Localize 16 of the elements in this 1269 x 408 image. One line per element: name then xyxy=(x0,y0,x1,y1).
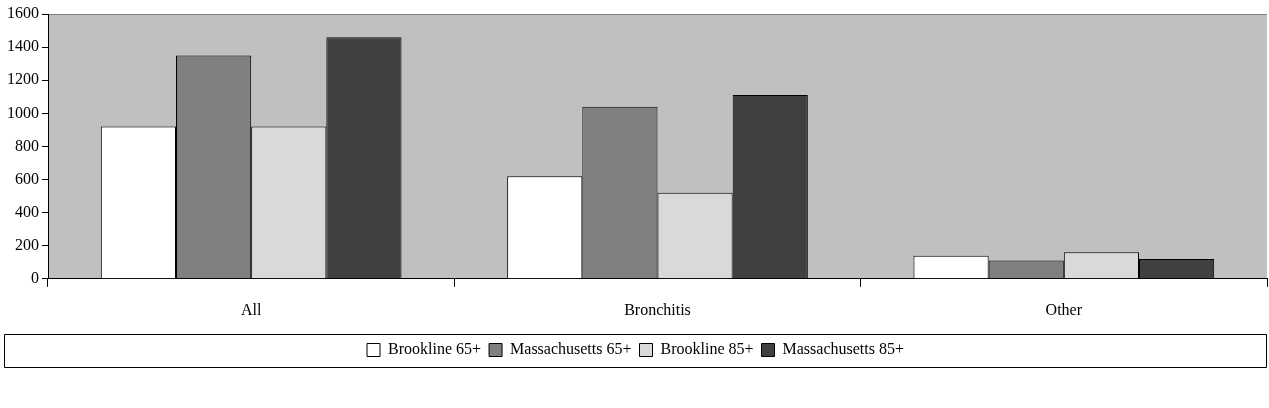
y-tick-label: 0 xyxy=(31,269,39,286)
legend-label: Brookline 65+ xyxy=(388,340,482,358)
legend-label: Brookline 85+ xyxy=(660,340,754,358)
y-tick-label: 1400 xyxy=(7,37,39,55)
x-tick-label: All xyxy=(240,300,262,318)
y-tick-label: 400 xyxy=(15,202,39,220)
y-tick-label: 1600 xyxy=(7,4,39,22)
x-tick-label: Other xyxy=(1045,300,1083,318)
y-tick-label: 600 xyxy=(15,169,39,187)
y-tick-label: 1000 xyxy=(7,103,39,121)
y-tick-label: 200 xyxy=(15,235,39,253)
legend-label: Massachusetts 65+ xyxy=(510,340,632,358)
y-tick-label: 800 xyxy=(15,136,39,154)
x-tick-label: Bronchitis xyxy=(624,300,691,318)
y-tick-label: 1200 xyxy=(7,70,39,88)
legend-label: Massachusetts 85+ xyxy=(782,340,904,358)
